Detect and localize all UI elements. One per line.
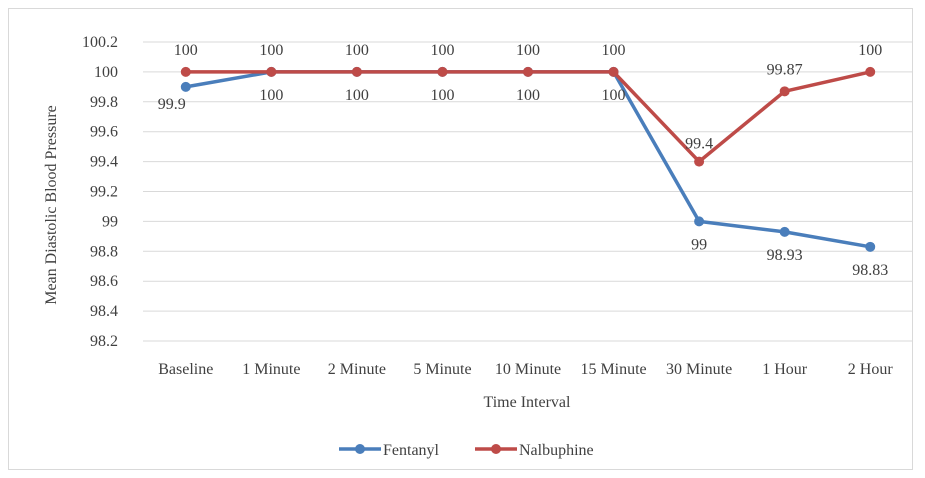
- data-label: 99.9: [158, 96, 186, 113]
- y-tick-label: 99: [102, 213, 118, 230]
- y-axis-title: Mean Diastolic Blood Pressure: [43, 105, 60, 305]
- data-point: [865, 66, 876, 77]
- data-label: 100: [516, 87, 540, 104]
- y-tick-label: 98.8: [90, 243, 118, 260]
- legend-swatch-marker: [355, 444, 365, 454]
- data-point: [779, 86, 790, 97]
- data-point: [779, 226, 790, 237]
- data-point: [437, 66, 448, 77]
- data-label: 100: [174, 42, 198, 59]
- data-label: 99.87: [767, 61, 803, 78]
- data-point: [523, 66, 533, 77]
- legend: Fentanyl Nalbuphine: [339, 442, 594, 459]
- data-label: 100: [345, 87, 369, 104]
- y-tick-label: 98.4: [90, 303, 118, 320]
- data-point: [694, 156, 705, 167]
- data-label: 99: [691, 236, 707, 253]
- x-tick-labels: Baseline 1 Minute 2 Minute 5 Minute 10 Minut…: [158, 361, 893, 378]
- data-label: 98.83: [852, 262, 888, 279]
- data-label: 100: [259, 87, 283, 104]
- x-tick-label: 10 Minute: [495, 361, 561, 378]
- y-tick-label: 99.2: [90, 184, 118, 201]
- chart-frame: [8, 8, 913, 470]
- x-tick-label: 1 Hour: [762, 361, 808, 378]
- data-label: 100: [516, 42, 540, 59]
- data-label: 100: [430, 87, 454, 104]
- x-axis-title: Time Interval: [484, 394, 572, 411]
- x-tick-label: 2 Hour: [848, 361, 894, 378]
- y-tick-labels: 100.2 100 99.8 99.6 99.4 99.2 99 98.8 98.6 98.4 98…: [82, 34, 118, 350]
- data-label: 100: [259, 42, 283, 59]
- x-tick-label: 15 Minute: [580, 361, 646, 378]
- data-label: 100: [602, 42, 626, 59]
- series-lines: [180, 66, 876, 252]
- x-tick-label: 5 Minute: [413, 361, 471, 378]
- x-tick-label: 1 Minute: [242, 361, 300, 378]
- data-point: [608, 66, 619, 77]
- y-tick-label: 99.4: [90, 154, 118, 171]
- y-tick-label: 98.6: [90, 273, 118, 290]
- y-tick-label: 98.2: [90, 333, 118, 350]
- data-point: [266, 66, 277, 77]
- data-point: [180, 81, 191, 92]
- data-label: 100: [602, 87, 626, 104]
- data-label: 100: [345, 42, 369, 59]
- y-tick-label: 100: [94, 64, 118, 81]
- data-label: 99.4: [685, 136, 713, 153]
- data-label: 98.93: [767, 247, 803, 264]
- legend-label: Fentanyl: [383, 442, 440, 459]
- data-point: [180, 66, 191, 77]
- data-point: [865, 241, 876, 252]
- data-label: 100: [858, 42, 882, 59]
- legend-label: Nalbuphine: [519, 442, 594, 459]
- y-tick-label: 99.6: [90, 124, 118, 141]
- data-point: [694, 216, 705, 227]
- data-labels: 99.9 100 100 100 100 100 99 98.93 98.83 100 100 100…: [158, 42, 888, 279]
- x-tick-label: 2 Minute: [328, 361, 386, 378]
- legend-swatch-marker: [491, 444, 501, 454]
- data-label: 100: [430, 42, 454, 59]
- y-tick-label: 99.8: [90, 94, 118, 111]
- series-line: [185, 70, 871, 164]
- data-point: [351, 66, 362, 77]
- y-tick-label: 100.2: [82, 34, 118, 51]
- x-tick-label: 30 Minute: [666, 361, 732, 378]
- x-tick-label: Baseline: [158, 361, 213, 378]
